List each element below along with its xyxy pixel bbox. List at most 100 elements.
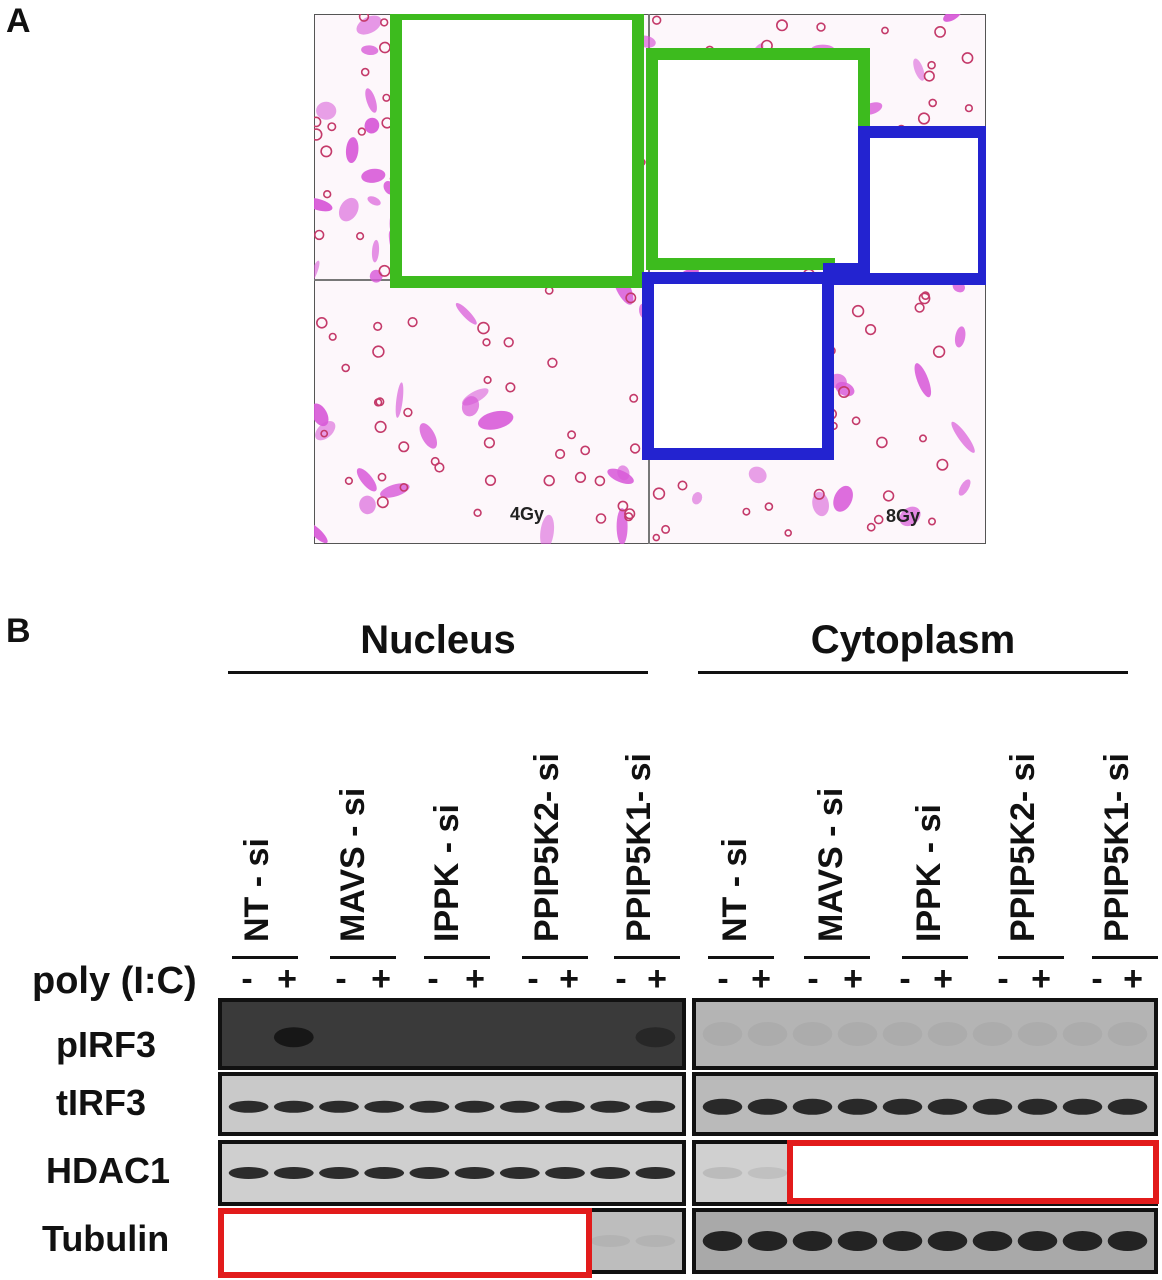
blot-band: [274, 1027, 314, 1047]
sign-plus: +: [1026, 960, 1056, 999]
blot-band: [1108, 1099, 1148, 1115]
blot-band: [319, 1167, 359, 1179]
blot-band: [455, 1101, 495, 1113]
blot-cytoplasm-tirf3: [692, 1072, 1158, 1136]
pair-line: [330, 956, 396, 959]
blot-band: [410, 1167, 450, 1179]
blot-band: [973, 1231, 1013, 1251]
blot-band: [545, 1167, 585, 1179]
blot-band: [1018, 1022, 1058, 1046]
blot-band: [1108, 1022, 1148, 1046]
pair-line: [232, 956, 298, 959]
blot-band: [793, 1099, 833, 1115]
lane-label-nucleus-mavs: MAVS - si: [334, 788, 373, 942]
sign-plus: +: [554, 960, 584, 999]
blot-band: [838, 1231, 878, 1251]
blot-band: [793, 1022, 833, 1046]
sign-plus: +: [746, 960, 776, 999]
blot-band: [703, 1099, 743, 1115]
blot-band: [748, 1022, 788, 1046]
blot-cytoplasm-tubulin: [692, 1208, 1158, 1274]
pair-line: [614, 956, 680, 959]
blot-band: [883, 1231, 923, 1251]
red-redaction-box-hdac1: [787, 1140, 1159, 1204]
micrograph-panel: 4Gy 8Gy: [314, 14, 986, 544]
sign-plus: +: [928, 960, 958, 999]
sign-minus: -: [326, 960, 356, 999]
group-underline-nucleus: [228, 671, 648, 674]
blot-band: [319, 1101, 359, 1113]
blot-band: [883, 1099, 923, 1115]
sign-plus: +: [460, 960, 490, 999]
sign-minus: -: [606, 960, 636, 999]
blot-band: [229, 1167, 269, 1179]
blot-band: [590, 1235, 630, 1247]
blot-band: [703, 1022, 743, 1046]
label-4gy: 4Gy: [510, 504, 544, 525]
panel-a-letter: A: [6, 2, 31, 41]
pair-line: [998, 956, 1064, 959]
blot-band: [500, 1167, 540, 1179]
micrograph-image: [314, 14, 986, 544]
group-title-cytoplasm: Cytoplasm: [698, 618, 1128, 663]
pair-line: [522, 956, 588, 959]
sign-plus: +: [366, 960, 396, 999]
blot-band: [455, 1167, 495, 1179]
blot-band: [973, 1099, 1013, 1115]
sign-minus: -: [232, 960, 262, 999]
panel-b-letter: B: [6, 612, 31, 651]
blot-band: [838, 1022, 878, 1046]
blot-band: [1063, 1022, 1103, 1046]
row-label-tubulin: Tubulin: [42, 1218, 169, 1260]
pair-line: [804, 956, 870, 959]
blot-band: [274, 1167, 314, 1179]
lane-label-cytoplasm-ppip5k2: PPIP5K2- si: [1004, 753, 1043, 942]
blot-band: [928, 1099, 968, 1115]
row-label-hdac1: HDAC1: [46, 1150, 170, 1192]
blot-band: [364, 1101, 404, 1113]
sign-plus: +: [272, 960, 302, 999]
group-title-nucleus: Nucleus: [228, 618, 648, 663]
pair-line: [708, 956, 774, 959]
pair-line: [424, 956, 490, 959]
sign-minus: -: [708, 960, 738, 999]
lane-label-nucleus-ippk: IPPK - si: [428, 804, 467, 942]
blot-band: [973, 1022, 1013, 1046]
pair-line: [902, 956, 968, 959]
blot-band: [1018, 1099, 1058, 1115]
blot-band: [229, 1101, 269, 1113]
lane-label-nucleus-ppip5k2: PPIP5K2- si: [528, 753, 567, 942]
sign-minus: -: [890, 960, 920, 999]
blot-band: [703, 1231, 743, 1251]
blot-band: [1018, 1231, 1058, 1251]
blot-band: [1063, 1099, 1103, 1115]
blot-band: [274, 1101, 314, 1113]
sign-minus: -: [1082, 960, 1112, 999]
blot-band: [883, 1022, 923, 1046]
blot-band: [1063, 1231, 1103, 1251]
sign-plus: +: [642, 960, 672, 999]
pair-line: [1092, 956, 1158, 959]
lane-label-cytoplasm-ippk: IPPK - si: [910, 804, 949, 942]
sign-minus: -: [518, 960, 548, 999]
blot-band: [590, 1167, 630, 1179]
blot-band: [703, 1167, 743, 1179]
sign-minus: -: [418, 960, 448, 999]
lane-label-cytoplasm-ppip5k1: PPIP5K1- si: [1098, 753, 1137, 942]
sign-minus: -: [988, 960, 1018, 999]
blot-band: [748, 1231, 788, 1251]
green-redaction-box-left: [396, 14, 638, 282]
blot-band: [838, 1099, 878, 1115]
lane-label-cytoplasm-nt: NT - si: [716, 838, 755, 942]
label-8gy: 8Gy: [886, 506, 920, 527]
row-label-pirf3: pIRF3: [56, 1024, 156, 1066]
blot-nucleus-pirf3: [218, 998, 686, 1070]
lane-label-nucleus-nt: NT - si: [238, 838, 277, 942]
sign-minus: -: [798, 960, 828, 999]
blot-band: [1108, 1231, 1148, 1251]
blot-band: [410, 1101, 450, 1113]
red-redaction-box-tubulin: [218, 1208, 592, 1278]
sign-plus: +: [1118, 960, 1148, 999]
blue-redaction-box-lower: [648, 278, 828, 454]
row-label-tirf3: tIRF3: [56, 1082, 146, 1124]
